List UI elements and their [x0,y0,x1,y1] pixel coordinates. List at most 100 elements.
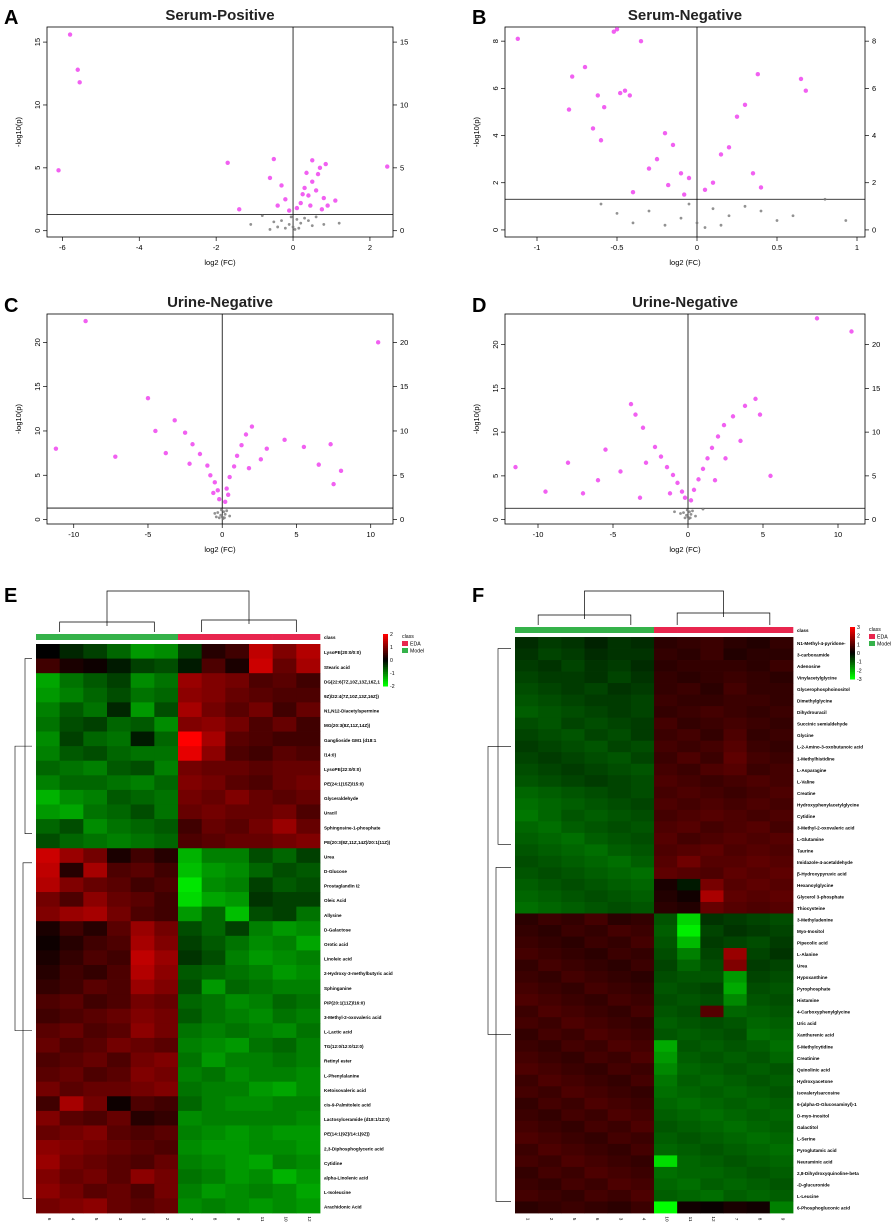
legend-gradient-step [850,666,855,670]
heatmap-cell [584,1097,609,1110]
heatmap-cell [769,936,794,949]
heatmap-cell [201,1081,226,1097]
heatmap-cell [249,804,274,820]
row-label: LysoPE(20:0/0:0) [324,650,361,655]
heatmap-cell [249,921,274,937]
heatmap-cell [607,1074,632,1087]
legend-gradient-step [383,639,388,642]
heatmap-cell [607,1086,632,1099]
heatmap-cell [769,1143,794,1156]
heatmap-cell [154,760,179,776]
legend-gradient-step [383,661,388,664]
heatmap-cell [36,950,61,966]
nonsignificant-point [743,204,747,208]
heatmap-cell [296,644,321,659]
heatmap-cell [630,671,655,684]
heatmap-cell [130,687,155,703]
legend-gradient-step [850,659,855,663]
y-tick-label-right: 4 [872,131,876,140]
heatmap-cell [130,862,155,878]
significant-point [275,203,280,208]
significant-point [652,444,658,450]
significant-point [313,188,319,193]
dendrogram-branch [106,590,250,626]
heatmap-cell [296,658,321,674]
heatmap-cell [677,683,701,695]
heatmap-cell [59,819,84,835]
legend-gradient-step [850,644,855,647]
heatmap-cell [59,804,84,820]
heatmap-cell [723,775,748,788]
heatmap-cell [561,936,585,949]
heatmap-cell [296,1140,321,1156]
heatmap-cell [700,982,724,995]
nonsignificant-point [711,207,715,211]
heatmap-cell [561,925,585,937]
heatmap-cell [36,862,61,878]
legend-gradient-step [850,661,855,664]
heatmap-cell [769,1109,794,1122]
heatmap-cell [584,936,609,949]
heatmap-cell [225,702,250,718]
heatmap-cell [59,1037,84,1053]
significant-point [654,156,660,162]
heatmap-cell [515,821,539,834]
heatmap-cell [607,855,632,868]
heatmap-cell [607,1166,632,1179]
heatmap-cell [36,1023,61,1039]
heatmap-cell [178,775,203,791]
significant-point [738,438,743,444]
nonsignificant-point [663,223,667,227]
heatmap-cell [225,1169,250,1185]
heatmap-cell [607,844,632,857]
heatmap-cell [654,867,678,880]
heatmap-cell [178,1067,203,1083]
significant-point [678,171,684,176]
heatmap-cell [83,1067,108,1083]
heatmap-cell [677,1132,701,1145]
heatmap-cell [36,804,61,820]
significant-point [723,456,728,461]
heatmap-cell [630,1028,655,1041]
heatmap-cell [272,1154,297,1170]
heatmap-cell [654,994,678,1007]
heatmap-cell [201,848,226,864]
heatmap-cell [225,1023,250,1039]
heatmap-cell [654,1143,678,1156]
heatmap-cell [201,1008,226,1024]
heatmap-cell [225,644,250,659]
significant-point [325,203,330,208]
heatmap-cell [630,982,655,995]
heatmap-cell [746,1143,771,1156]
heatmap-cell [677,809,701,822]
heatmap-cell [584,971,609,983]
heatmap-cell [130,1052,155,1068]
row-label: Hydroxyacetone [797,1079,833,1084]
significant-point [321,195,326,201]
heatmap-cell [607,1097,632,1110]
significant-point [638,38,644,44]
heatmap-cell [677,821,701,834]
heatmap-cell [36,819,61,835]
heatmap-cell [130,658,155,674]
heatmap-cell [107,862,132,878]
significant-point [682,495,688,500]
heatmap-cell [654,706,678,719]
y-axis-label: -log10(p) [472,116,481,147]
heatmap-cell [538,1132,562,1145]
heatmap-cell [769,660,794,672]
column-label: 10 [665,1216,670,1222]
heatmap-cell [36,687,61,703]
heatmap-cell [630,1109,655,1122]
heatmap-cell [538,1189,562,1202]
row-dendrogram [14,658,32,1199]
heatmap-cell [130,935,155,951]
heatmap-cell [607,1028,632,1041]
heatmap-cell [272,1067,297,1083]
legend-item-label: EDA [410,642,421,648]
column-label: 9 [236,1218,241,1221]
heatmap-cell [607,971,632,983]
heatmap-cell [723,1155,748,1168]
heatmap-cell [654,1051,678,1064]
heatmap-cell [178,1110,203,1126]
